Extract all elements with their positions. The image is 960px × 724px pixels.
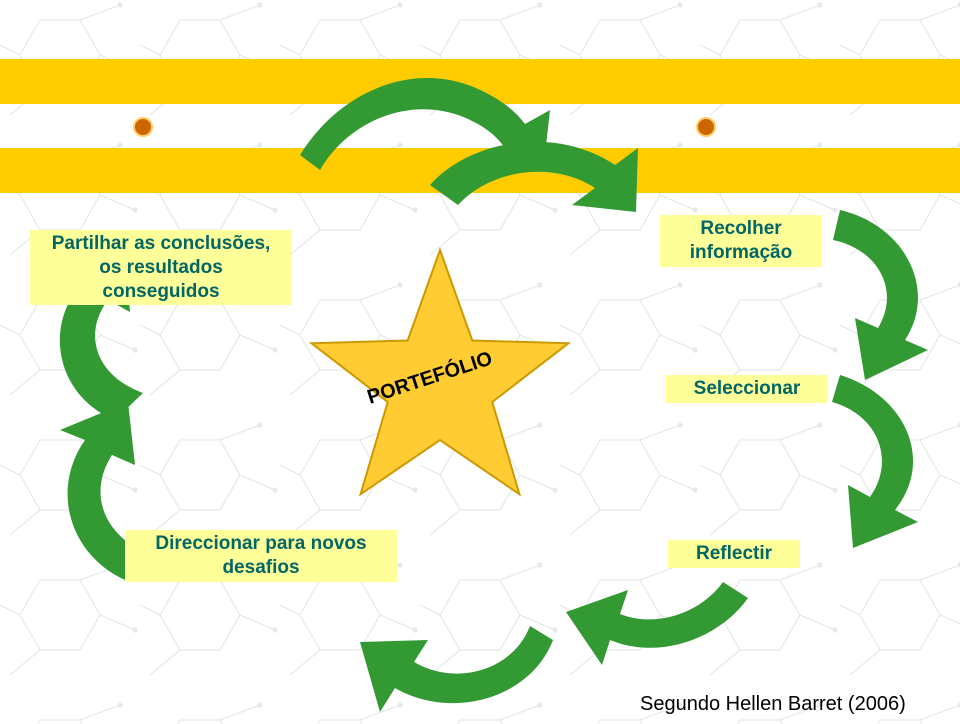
label-direccionar: Direccionar para novos desafios: [125, 530, 397, 582]
diagram-stage: PORTEFÓLIO Partilhar as conclusões, os r…: [0, 0, 960, 724]
label-reflectir: Reflectir: [668, 540, 800, 568]
label-partilhar: Partilhar as conclusões, os resultados c…: [30, 230, 292, 305]
label-recolher: Recolher informação: [660, 215, 822, 267]
center-star: PORTEFÓLIO: [301, 246, 579, 524]
credit-text: Segundo Hellen Barret (2006): [640, 693, 906, 716]
label-seleccionar: Seleccionar: [666, 375, 828, 403]
